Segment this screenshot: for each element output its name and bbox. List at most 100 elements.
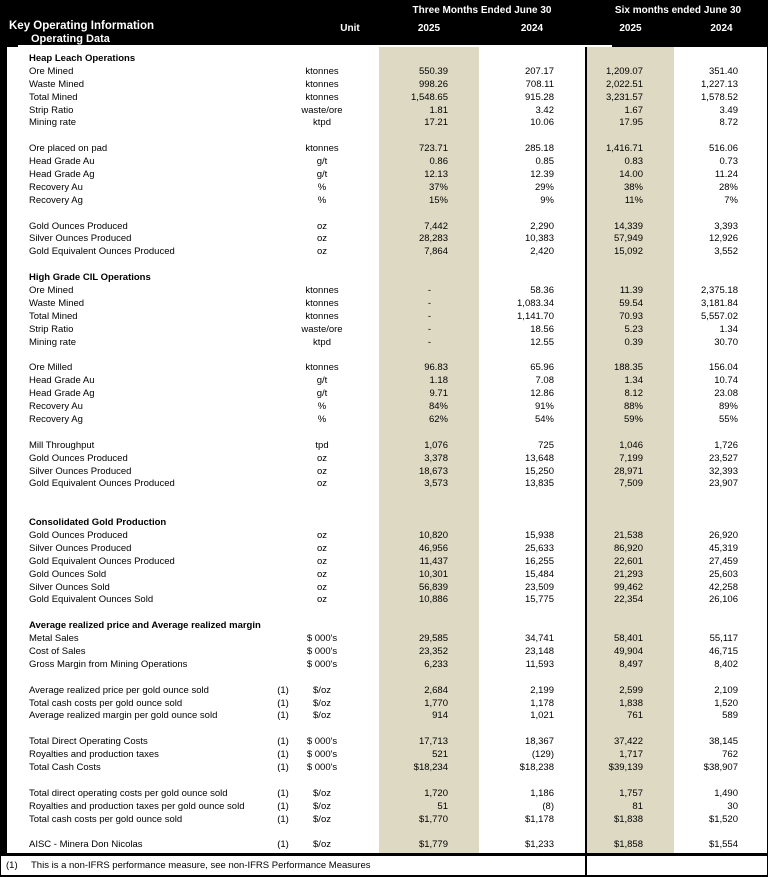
value-6m-2024 [646, 272, 741, 285]
value-3m-2025: 84% [428, 401, 448, 413]
value-3m-2024: 11,593 [525, 658, 554, 670]
footnote-ref-cell [273, 311, 293, 324]
value-6m-2025: 17.95 [619, 117, 643, 129]
data-row: Silver Ounces Produced oz 28,283 10,383 57,9… [1, 233, 767, 246]
footnote-ref-cell [273, 156, 293, 169]
footnote-ref-cell [273, 440, 293, 453]
footnote-ref-cell [273, 233, 293, 246]
footnote-ref-cell [273, 620, 293, 633]
footnote-ref-cell [273, 633, 293, 646]
section-header-row: Average realized price and Average reali… [1, 620, 767, 633]
value-3m-2024 [451, 53, 557, 66]
value-3m-2024: 1,141.70 [517, 310, 554, 322]
row-label: Gold Equivalent Ounces Produced [29, 478, 175, 490]
left-border [1, 1, 7, 853]
value-3m-2025: 23,352 [418, 645, 448, 657]
value-6m-2025: 86,920 [613, 542, 643, 554]
section-title: Average realized price and Average reali… [29, 620, 261, 632]
value-3m-2024: $1,178 [524, 813, 554, 825]
value-6m-2025: 28,971 [613, 465, 643, 477]
blank-row [1, 491, 767, 504]
section-header-row: Heap Leach Operations [1, 53, 767, 66]
value-3m-2024: 18.56 [530, 323, 554, 335]
unit-cell: % [317, 413, 327, 425]
value-6m-2025: 0.39 [624, 336, 644, 348]
unit-cell: % [317, 401, 327, 413]
footnote-ref-cell [273, 221, 293, 234]
value-6m-2024: 7% [724, 194, 738, 206]
unit-cell: $/oz [313, 813, 331, 825]
unit-cell: $ 000's [306, 633, 338, 645]
data-row: Total cash costs per gold ounce sold (1) $… [1, 813, 767, 827]
blank-row [1, 130, 767, 143]
unit-cell: g/t [316, 169, 328, 181]
value-3m-2024: 3.42 [535, 104, 555, 116]
value-3m-2025: 11,437 [419, 555, 448, 567]
value-3m-2024: (8) [542, 800, 554, 812]
value-6m-2024: 27,459 [708, 555, 738, 567]
value-3m-2024: 23,509 [524, 581, 554, 593]
value-6m-2025 [559, 517, 646, 530]
column-group-six-months: Six months ended June 30 [614, 5, 742, 16]
unit-column-header: Unit [340, 23, 360, 34]
blank-row [1, 723, 767, 736]
value-6m-2025 [559, 620, 646, 633]
value-6m-2024: $1,554 [708, 839, 738, 851]
value-6m-2024: 1,227.13 [701, 78, 738, 90]
unit-cell: oz [316, 452, 328, 464]
footnote-ref-cell: (1) [277, 761, 289, 773]
unit-cell: $ 000's [306, 658, 338, 670]
footnote-ref-cell [273, 401, 293, 414]
value-6m-2025: 59.54 [619, 297, 643, 309]
footnote-separator-line [1, 853, 767, 856]
row-label: Mining rate [29, 117, 76, 129]
value-3m-2024: 16,255 [524, 555, 554, 567]
data-row: Recovery Ag% 62% 54% 59% 55% [1, 413, 767, 427]
unit-cell: ktonnes [305, 310, 339, 322]
row-label: Recovery Au [29, 181, 83, 193]
value-3m-2025: - [427, 336, 431, 348]
value-3m-2025: 15% [428, 194, 448, 206]
unit-cell: ktonnes [305, 285, 339, 297]
bottom-border-line [1, 875, 767, 876]
value-6m-2025: 1,717 [619, 749, 643, 761]
data-row: Royalties and production taxes (1) $ 000's… [1, 749, 767, 762]
footnote-ref-cell [273, 466, 293, 479]
footnote-ref-cell [273, 543, 293, 556]
value-3m-2025: 3,378 [424, 452, 448, 464]
value-3m-2024: 1,186 [530, 787, 554, 799]
footnote-ref-cell [273, 53, 293, 66]
value-6m-2024: 30.70 [714, 336, 738, 348]
year-header-3m-2025: 2025 [417, 23, 441, 34]
value-3m-2024: 13,648 [524, 452, 554, 464]
unit-cell: $/oz [313, 710, 331, 722]
value-3m-2024: 58.36 [530, 285, 554, 297]
data-row: Recovery Au% 84% 91% 88% 89% [1, 401, 767, 414]
value-3m-2025: 18,673 [418, 465, 448, 477]
value-3m-2025: 1.81 [429, 104, 449, 116]
value-3m-2024: 10,383 [524, 233, 554, 245]
value-3m-2025: 1.18 [429, 375, 449, 387]
value-6m-2024 [646, 53, 741, 66]
value-6m-2025: 5.23 [624, 323, 644, 335]
data-row: Average realized margin per gold ounce s… [1, 710, 767, 723]
footnote-ref-cell [273, 272, 293, 285]
value-3m-2024: 0.85 [535, 156, 555, 168]
unit-cell: $/oz [313, 787, 331, 799]
value-6m-2024: 1,726 [714, 439, 738, 451]
value-3m-2024: 2,420 [530, 246, 554, 258]
data-row: Silver Ounces Produced oz 18,673 15,250 28,9… [1, 465, 767, 479]
value-3m-2025: 1,076 [424, 439, 448, 451]
value-6m-2025: 2,599 [619, 684, 643, 696]
data-row: Mill Throughput tpd 1,076 725 1,046 1,726 [1, 439, 767, 453]
row-label: Ore placed on pad [29, 143, 108, 155]
value-6m-2025 [559, 53, 646, 66]
row-label: Gross Margin from Mining Operations [29, 658, 188, 670]
footnote-ref-cell [273, 298, 293, 311]
value-3m-2025: 12.13 [424, 169, 448, 181]
value-6m-2024: 89% [718, 401, 738, 413]
value-6m-2024: $1,520 [708, 813, 738, 825]
value-6m-2025: 1.34 [624, 375, 644, 387]
data-row: Total Direct Operating Costs (1) $ 000's 17… [1, 736, 767, 749]
value-3m-2025: $1,770 [418, 813, 448, 825]
